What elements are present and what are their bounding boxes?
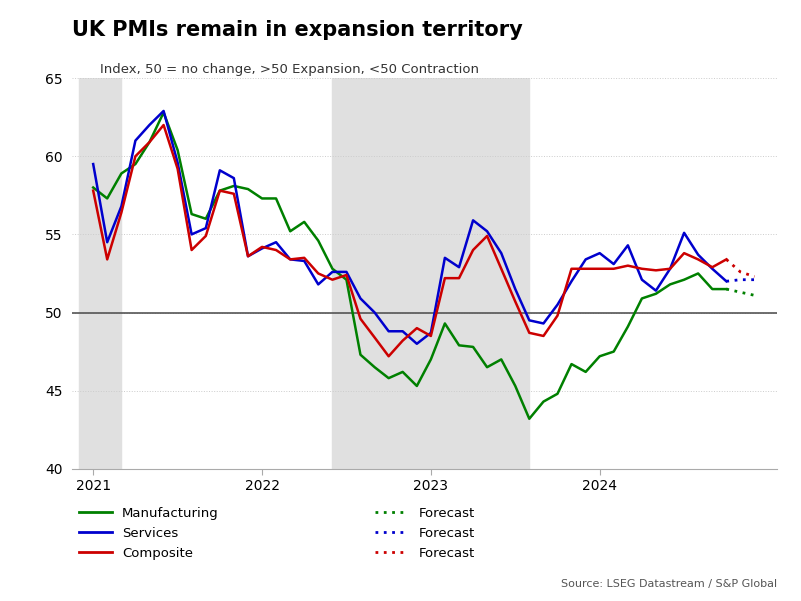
Bar — [79, 78, 122, 469]
Text: Source: LSEG Datastream / S&P Global: Source: LSEG Datastream / S&P Global — [561, 579, 777, 589]
Legend: Forecast, Forecast, Forecast: Forecast, Forecast, Forecast — [375, 507, 474, 560]
Text: Index, 50 = no change, >50 Expansion, <50 Contraction: Index, 50 = no change, >50 Expansion, <5… — [100, 63, 479, 76]
Bar — [332, 78, 529, 469]
Text: UK PMIs remain in expansion territory: UK PMIs remain in expansion territory — [72, 20, 523, 40]
